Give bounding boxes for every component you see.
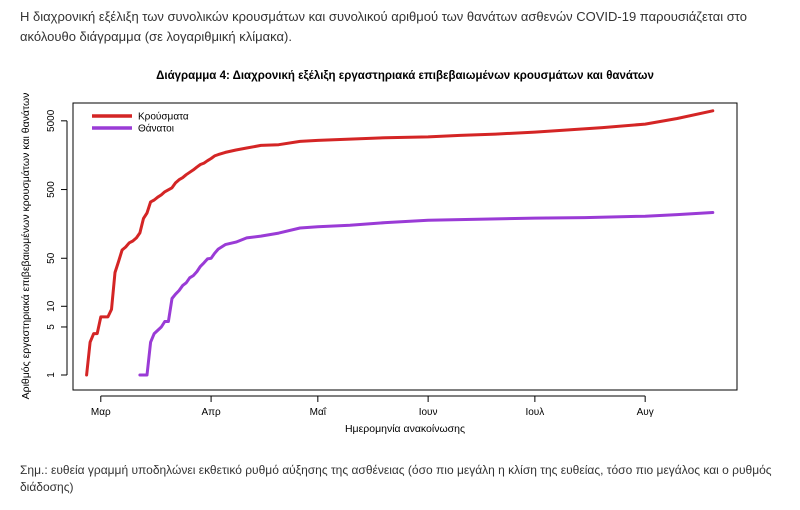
x-tick-label: Μαρ [91,407,111,418]
x-tick-label: Απρ [201,407,221,418]
y-axis: 1 5 10 50 500 5000 [46,109,68,378]
plot-frame [72,102,738,391]
x-axis-label: Ημερομηνία ανακοίνωσης [345,423,465,435]
x-tick-label: Ιουν [419,407,438,418]
x-tick-label: Αυγ [637,407,654,418]
line-chart: Διάγραμμα 4: Διαχρονική εξέλιξη εργαστηρ… [20,70,738,435]
series-line-cases [85,109,715,377]
x-tick-label: Ιουλ [525,407,544,418]
y-tick-label: 1 [46,372,57,378]
x-axis: Μαρ Απρ Μαΐ Ιουν Ιουλ Αυγ [91,395,654,418]
series-line-deaths [138,211,715,377]
y-tick-label: 5000 [46,109,57,132]
y-axis-label: Αριθμός εργαστηριακά επιβεβαιωμένων κρου… [20,93,32,400]
intro-paragraph: Η διαχρονική εξέλιξη των συνολικών κρουσ… [20,9,747,44]
series-layer [85,109,715,377]
footnote: Σημ.: ευθεία γραμμή υποδηλώνει εκθετικό … [20,463,772,494]
y-tick-label: 5 [46,324,57,330]
plot-area [72,102,738,391]
chart-title: Διάγραμμα 4: Διαχρονική εξέλιξη εργαστηρ… [156,70,654,82]
legend-label-deaths: Θάνατοι [138,123,174,135]
legend-label-cases: Κρούσματα [138,111,189,123]
legend: Κρούσματα Θάνατοι [92,111,189,135]
y-tick-label: 50 [46,252,57,264]
x-tick-label: Μαΐ [310,406,327,418]
y-tick-label: 10 [46,300,57,312]
y-tick-label: 500 [46,181,57,198]
